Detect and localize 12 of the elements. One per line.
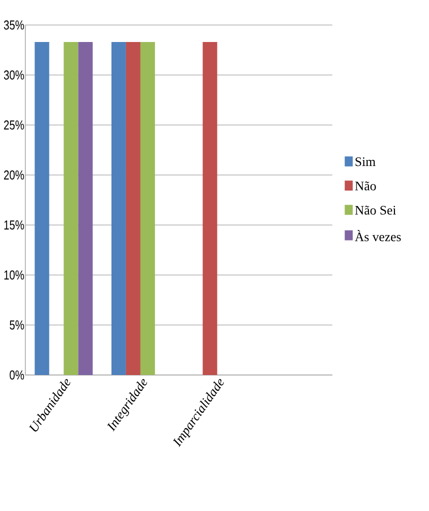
legend-label: Não <box>355 181 376 190</box>
y-tick-label: 35% <box>4 20 24 30</box>
y-tick-label: 10% <box>4 270 24 280</box>
y-tick-label: 0% <box>10 370 24 380</box>
y-tick-label: 30% <box>4 70 24 80</box>
y-tick-label: 15% <box>4 220 24 230</box>
legend-label: Não Sei <box>355 206 396 215</box>
legend-label: Às vezes <box>354 230 401 242</box>
legend-label: Sim <box>356 157 376 166</box>
y-tick-label: 25% <box>4 120 24 130</box>
y-tick-label: 5% <box>10 320 24 330</box>
y-tick-label: 20% <box>4 170 24 180</box>
